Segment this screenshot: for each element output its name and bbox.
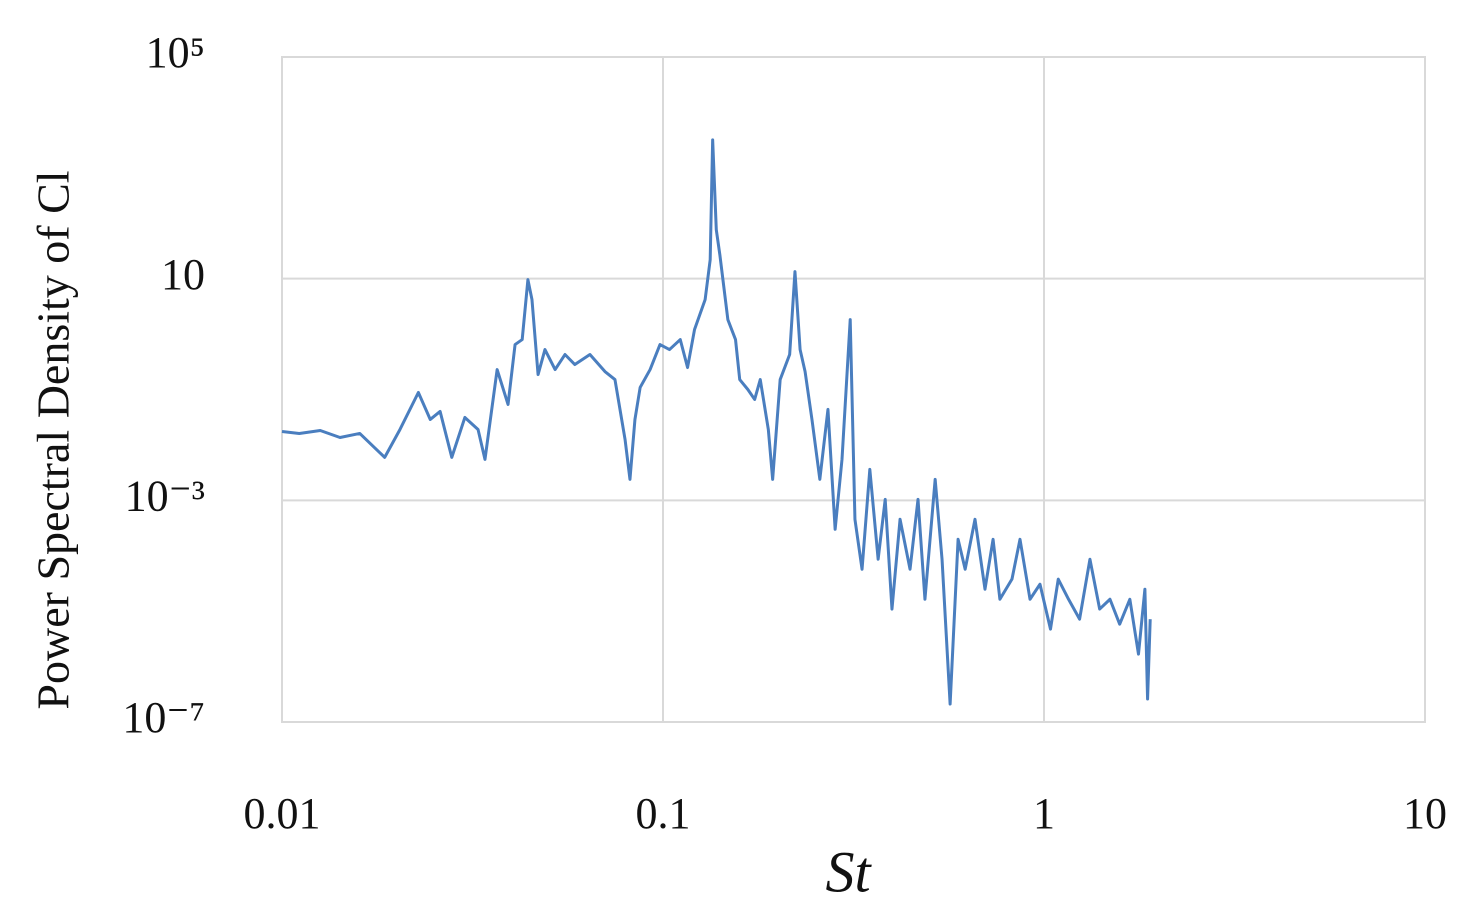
x-tick-label: 0.1 — [636, 789, 691, 838]
x-tick-label: 10 — [1403, 789, 1447, 838]
y-tick-label: 10⁻⁷ — [122, 693, 205, 742]
x-axis-label: St — [825, 839, 872, 904]
data-line — [281, 138, 1152, 706]
y-tick-label: 10⁵ — [146, 28, 205, 77]
y-tick-label: 10⁻³ — [125, 471, 205, 520]
plot-frame — [281, 56, 1426, 723]
y-axis-label: Power Spectral Density of Cl — [28, 170, 79, 709]
x-tick-label: 1 — [1033, 789, 1055, 838]
x-tick-label: 0.01 — [244, 789, 321, 838]
y-tick-label: 10 — [161, 250, 205, 299]
